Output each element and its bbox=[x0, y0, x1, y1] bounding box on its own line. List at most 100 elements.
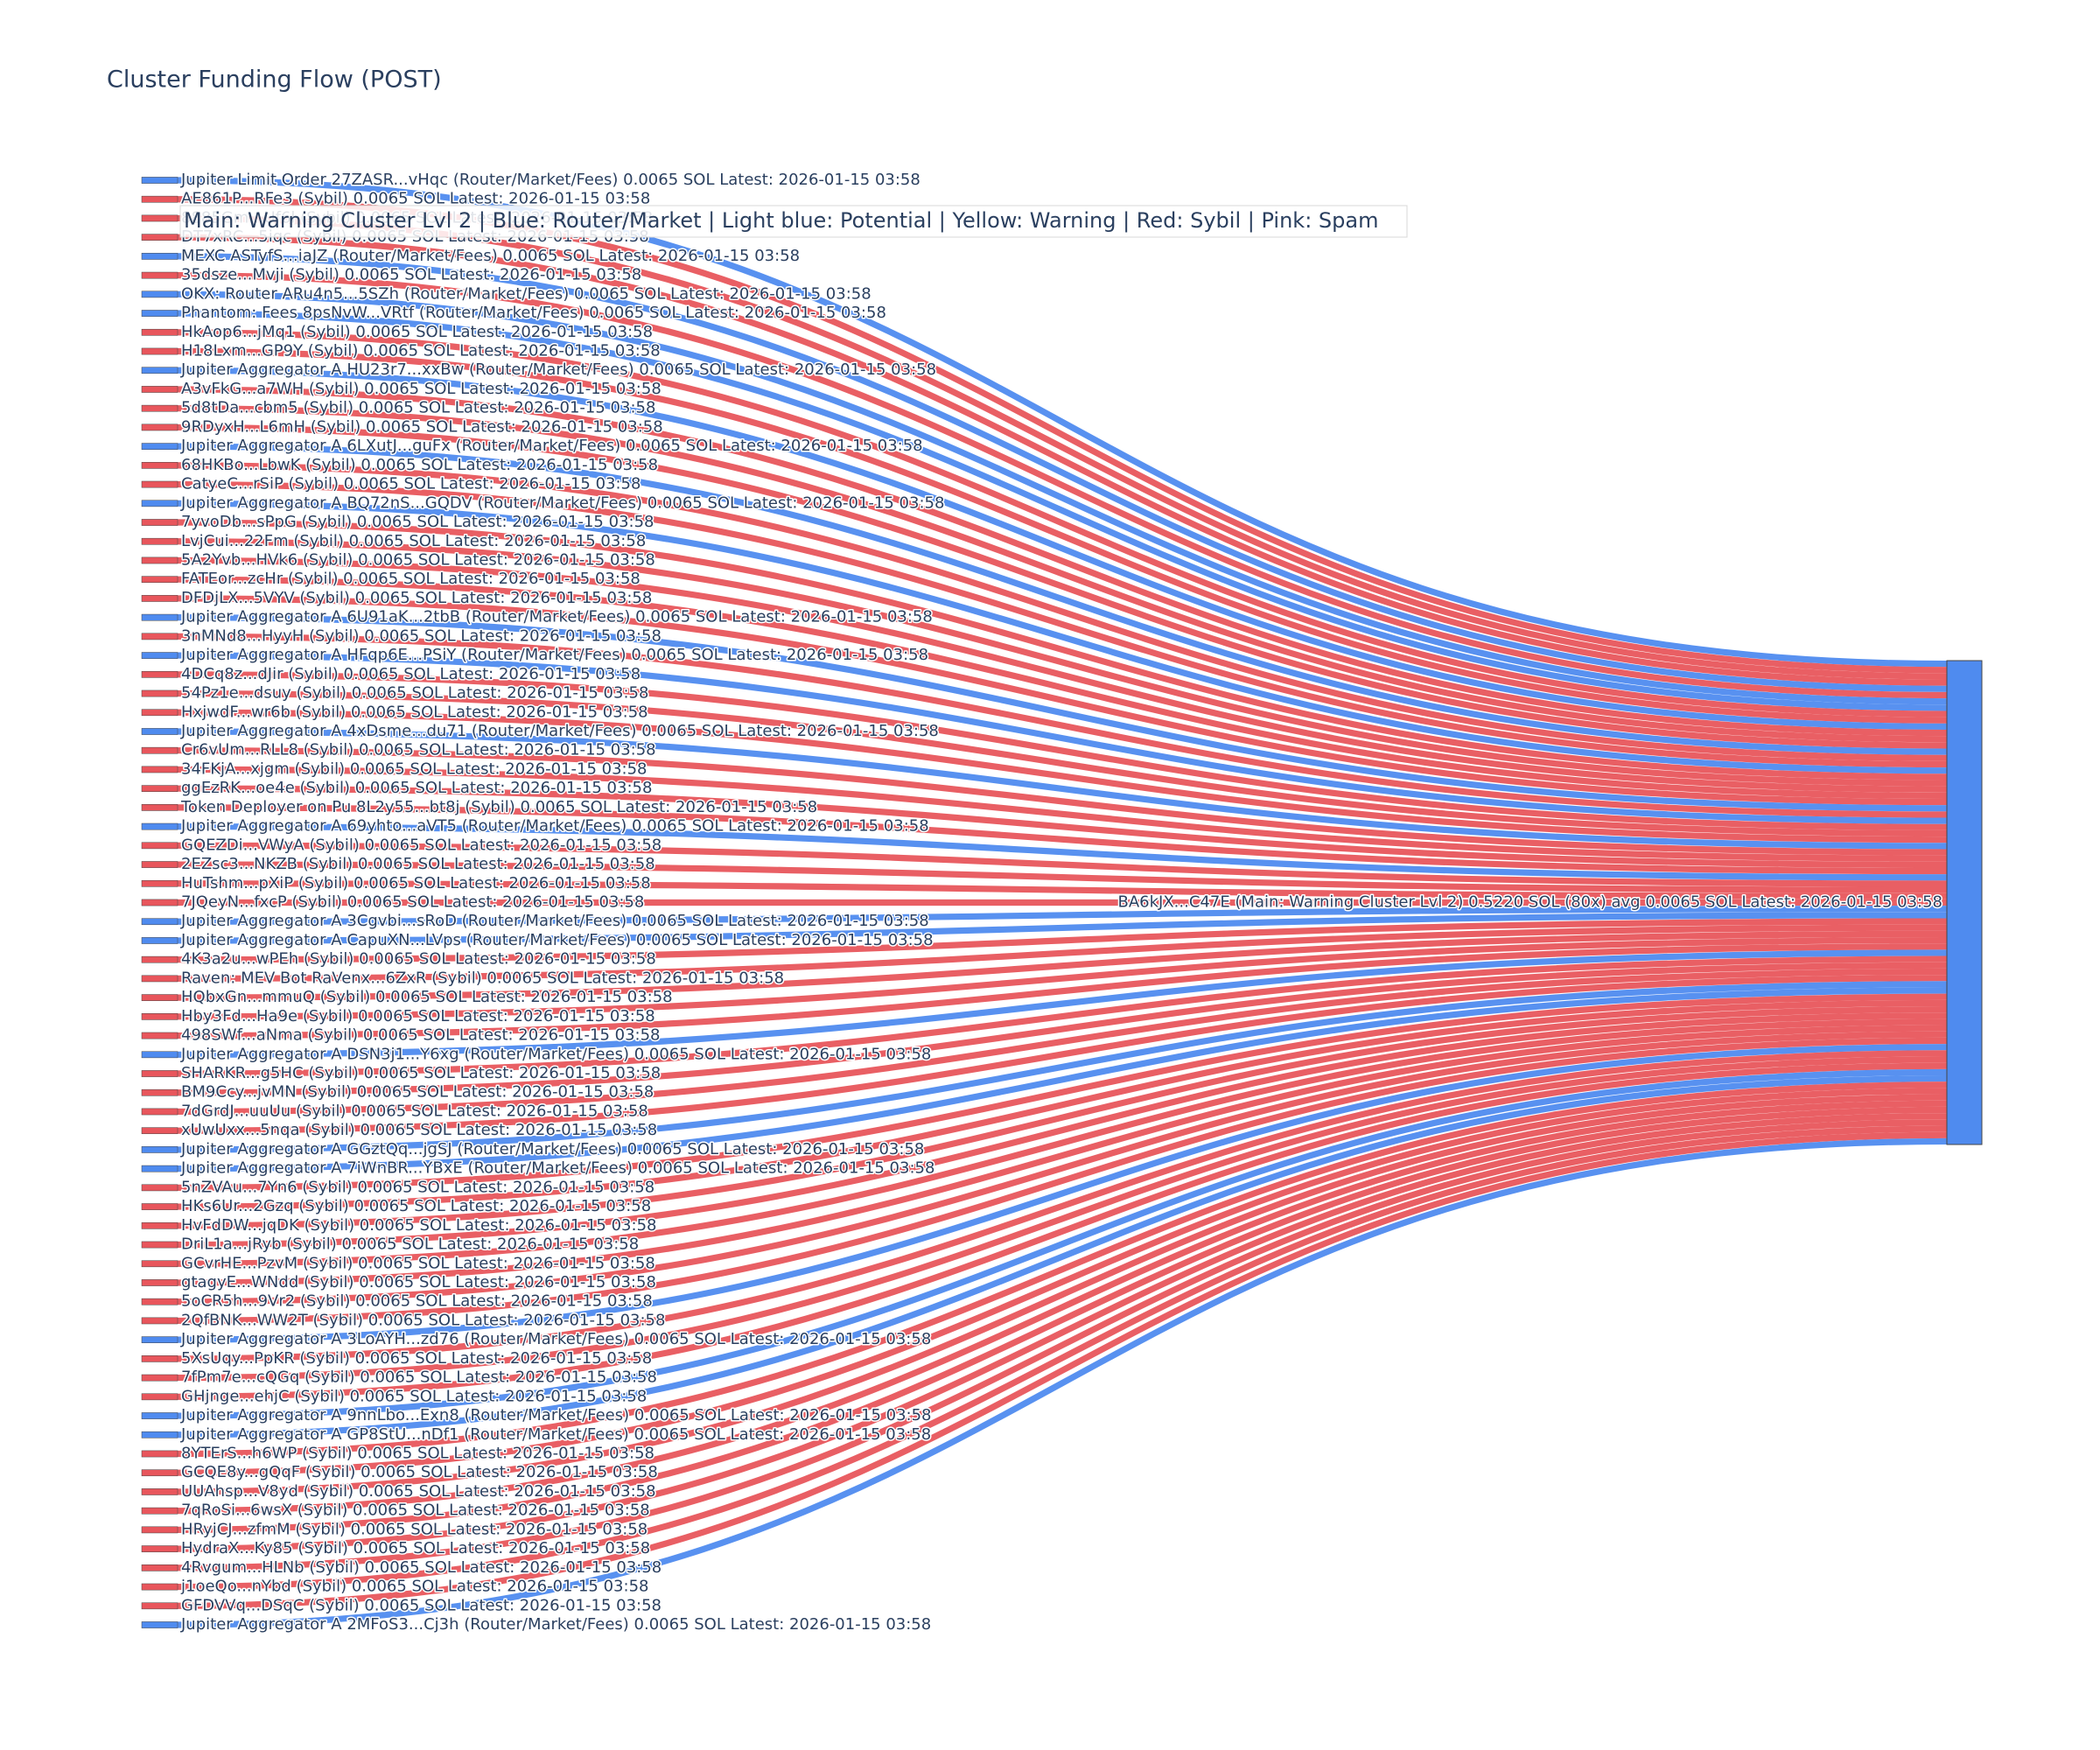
source-label: Jupiter Aggregator A 3Cgvbi...sRoD (Rout… bbox=[180, 912, 929, 930]
source-label: 4K3a2u...wPEh (Sybil) 0.0065 SOL Latest:… bbox=[181, 950, 656, 969]
source-node bbox=[141, 1393, 178, 1401]
source-node bbox=[141, 310, 178, 317]
flow-link bbox=[177, 987, 1948, 1172]
source-label: 2QfBNK...WW2T (Sybil) 0.0065 SOL Latest:… bbox=[181, 1311, 665, 1329]
source-node bbox=[141, 1507, 178, 1515]
source-node bbox=[141, 1165, 178, 1172]
flow-link bbox=[177, 424, 1948, 749]
target-node bbox=[1946, 660, 1983, 1145]
flow-link bbox=[177, 253, 1948, 692]
source-node bbox=[141, 804, 178, 811]
source-node bbox=[141, 652, 178, 659]
flow-link bbox=[177, 1094, 1948, 1495]
source-node bbox=[141, 613, 178, 621]
flow-link bbox=[177, 652, 1948, 824]
source-node bbox=[141, 1051, 178, 1059]
source-label: Jupiter Aggregator A 7iWnBR...YBxE (Rout… bbox=[180, 1159, 934, 1178]
source-label: 54Pz1e...dsuy (Sybil) 0.0065 SOL Latest:… bbox=[181, 684, 648, 703]
source-label: ggEzRK...oe4e (Sybil) 0.0065 SOL Latest:… bbox=[181, 779, 652, 797]
source-label: Jupiter Aggregator A 9nnLbo...Exn8 (Rout… bbox=[180, 1406, 932, 1424]
source-node bbox=[141, 214, 178, 222]
source-node bbox=[141, 1222, 178, 1229]
annotation-box bbox=[179, 205, 1408, 238]
flow-link bbox=[177, 1025, 1948, 1286]
flow-link bbox=[177, 1037, 1948, 1325]
source-label: 4Rvgum...HLNb (Sybil) 0.0065 SOL Latest:… bbox=[181, 1558, 662, 1577]
source-node bbox=[141, 177, 178, 184]
source-label: Jupiter Aggregator A 6U91aK...2tbB (Rout… bbox=[180, 608, 933, 626]
source-label: 35dsze...Mvji (Sybil) 0.0065 SOL Latest:… bbox=[181, 266, 641, 284]
flow-link bbox=[177, 405, 1948, 743]
source-node bbox=[141, 1374, 178, 1382]
source-label: 68HKBo...LbwK (Sybil) 0.0065 SOL Latest:… bbox=[181, 456, 658, 474]
source-label: Jupiter Aggregator A GP8StU...nDf1 (Rout… bbox=[180, 1425, 931, 1444]
source-label: GHjnge...ehjC (Sybil) 0.0065 SOL Latest:… bbox=[181, 1387, 647, 1405]
flow-link bbox=[177, 214, 1948, 680]
source-label: SHARKR...g5HC (Sybil) 0.0065 SOL Latest:… bbox=[181, 1064, 661, 1082]
source-label: HQbxGn...mmuQ (Sybil) 0.0065 SOL Latest:… bbox=[181, 988, 673, 1006]
annotation: Main: Warning Cluster Lvl 2 | Blue: Rout… bbox=[184, 208, 1378, 233]
source-node bbox=[141, 1488, 178, 1495]
source-label: Jupiter Aggregator A 3LoAYH...zd76 (Rout… bbox=[180, 1330, 931, 1348]
source-label: Jupiter Aggregator A 2MFoS3...Cj3h (Rout… bbox=[180, 1615, 931, 1634]
source-node bbox=[141, 462, 178, 469]
source-node bbox=[141, 367, 178, 374]
flow-link bbox=[177, 968, 1948, 1116]
source-label: HvFdDW...jqDK (Sybil) 0.0065 SOL Latest:… bbox=[181, 1216, 656, 1235]
source-label: UUAhsp...V8yd (Sybil) 0.0065 SOL Latest:… bbox=[181, 1482, 656, 1501]
source-label: 5oCR5h...9Vr2 (Sybil) 0.0065 SOL Latest:… bbox=[181, 1292, 653, 1311]
flow-link bbox=[177, 1074, 1948, 1438]
flow-link bbox=[177, 975, 1948, 1134]
source-label: MEXC ASTyfS...iaJZ (Router/Market/Fees) … bbox=[181, 247, 800, 265]
flow-link bbox=[177, 943, 1948, 1040]
source-label: 7yvoDb...sPpG (Sybil) 0.0065 SOL Latest:… bbox=[181, 513, 654, 531]
source-node bbox=[141, 633, 178, 640]
flow-link bbox=[177, 1100, 1948, 1515]
source-node bbox=[141, 861, 178, 868]
flow-link bbox=[177, 962, 1948, 1096]
flow-link bbox=[177, 614, 1948, 812]
flow-link bbox=[177, 519, 1948, 780]
source-node bbox=[141, 1088, 178, 1096]
source-label: Jupiter Aggregator A HU23r7...xxBw (Rout… bbox=[180, 360, 936, 379]
source-label: 498SWf...aNma (Sybil) 0.0065 SOL Latest:… bbox=[181, 1026, 661, 1045]
source-label: CatyeC...rSiP (Sybil) 0.0065 SOL Latest:… bbox=[181, 475, 640, 494]
source-node bbox=[141, 766, 178, 774]
source-node bbox=[141, 1032, 178, 1040]
source-label: BM9Ccy...jvMN (Sybil) 0.0065 SOL Latest:… bbox=[181, 1083, 654, 1102]
flow-link bbox=[177, 906, 1948, 925]
source-label: 5nZVAu...7Yn6 (Sybil) 0.0065 SOL Latest:… bbox=[181, 1178, 654, 1196]
flow-link bbox=[177, 1012, 1948, 1249]
flow-link bbox=[177, 1125, 1948, 1591]
source-label: Jupiter Aggregator A CapuXN...LVps (Rout… bbox=[180, 931, 934, 949]
source-label: Jupiter Aggregator A HFqp6E...PSiY (Rout… bbox=[180, 646, 928, 664]
flow-link bbox=[177, 538, 1948, 787]
flow-link bbox=[177, 823, 1948, 881]
source-node bbox=[141, 918, 178, 926]
source-node bbox=[141, 1583, 178, 1591]
flow-link bbox=[177, 930, 1948, 1001]
source-node bbox=[141, 595, 178, 602]
source-label: HRyjCJ...zfmM (Sybil) 0.0065 SOL Latest:… bbox=[181, 1520, 648, 1538]
source-node bbox=[141, 1602, 178, 1610]
flow-link bbox=[177, 367, 1948, 730]
flow-link bbox=[177, 1082, 1948, 1458]
flow-link bbox=[177, 709, 1948, 844]
source-label: HkAop6...jMq1 (Sybil) 0.0065 SOL Latest:… bbox=[181, 323, 653, 341]
flow-link bbox=[177, 386, 1948, 737]
source-node bbox=[141, 728, 178, 735]
source-label: FATEor...zcHr (Sybil) 0.0065 SOL Latest:… bbox=[181, 570, 640, 588]
flow-link bbox=[177, 1050, 1948, 1362]
source-node bbox=[141, 1260, 178, 1268]
source-node bbox=[141, 576, 178, 584]
source-node bbox=[141, 975, 178, 983]
flow-link bbox=[177, 1018, 1948, 1267]
flow-link bbox=[177, 443, 1948, 755]
flow-link bbox=[177, 671, 1948, 830]
source-node bbox=[141, 328, 178, 336]
flow-link bbox=[177, 1005, 1948, 1229]
flow-link bbox=[177, 329, 1948, 718]
flow-link bbox=[177, 462, 1948, 761]
